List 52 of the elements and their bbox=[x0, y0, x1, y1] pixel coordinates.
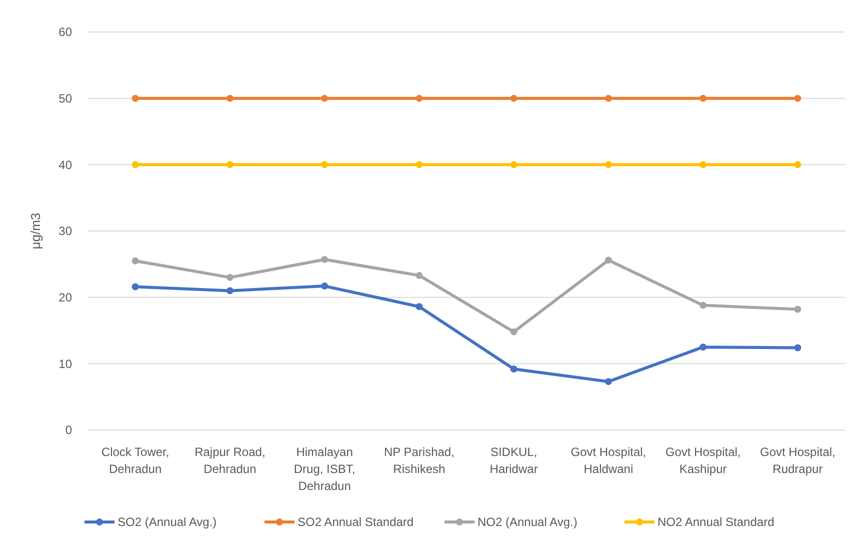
point bbox=[321, 161, 328, 168]
point bbox=[226, 94, 234, 102]
y-tick-label: 20 bbox=[58, 290, 72, 305]
y-tick-label: 60 bbox=[58, 25, 72, 40]
point bbox=[132, 283, 139, 290]
x-tick-label: NP Parishad, Rishikesh bbox=[384, 445, 454, 476]
x-tick-label: SIDKUL, Haridwar bbox=[490, 445, 538, 476]
point bbox=[132, 257, 139, 264]
x-tick-label: Govt Hospital, Rudrapur bbox=[760, 445, 836, 476]
point bbox=[794, 344, 802, 352]
point bbox=[604, 94, 612, 102]
point bbox=[604, 378, 612, 386]
x-tick-label: Himalayan Drug, ISBT, Dehradun bbox=[294, 445, 356, 493]
legend-label: NO2 Annual Standard bbox=[658, 515, 774, 530]
legend-label: SO2 (Annual Avg.) bbox=[118, 515, 217, 530]
point bbox=[226, 274, 234, 281]
point bbox=[416, 303, 423, 310]
point bbox=[700, 161, 707, 168]
point bbox=[794, 306, 802, 313]
point bbox=[700, 302, 707, 309]
point bbox=[510, 328, 518, 336]
y-tick-label: 30 bbox=[58, 224, 72, 238]
point bbox=[132, 161, 139, 168]
point bbox=[794, 161, 802, 168]
y-tick-label: 40 bbox=[58, 158, 72, 172]
point bbox=[416, 94, 423, 102]
legend-label: NO2 (Annual Avg.) bbox=[478, 515, 578, 530]
point bbox=[700, 94, 707, 102]
point bbox=[510, 94, 518, 102]
point bbox=[321, 256, 328, 264]
point bbox=[321, 94, 328, 102]
point bbox=[321, 282, 328, 290]
point bbox=[416, 272, 423, 279]
point bbox=[794, 94, 802, 102]
point bbox=[510, 161, 518, 168]
point bbox=[226, 287, 234, 294]
x-tick-label: Govt Hospital, Haldwani bbox=[570, 445, 646, 476]
point bbox=[604, 256, 612, 264]
y-tick-label: 10 bbox=[58, 356, 72, 371]
y-tick-label: 0 bbox=[65, 423, 72, 438]
point bbox=[604, 161, 612, 168]
y-tick-label: 50 bbox=[58, 92, 72, 106]
point bbox=[226, 161, 234, 168]
point bbox=[700, 344, 707, 351]
point bbox=[510, 365, 518, 372]
y-axis-title: μg/m3 bbox=[28, 212, 43, 250]
point bbox=[132, 94, 139, 102]
legend-label: SO2 Annual Standard bbox=[298, 515, 414, 530]
point bbox=[416, 161, 423, 168]
x-tick-label: Govt Hospital, Kashipur bbox=[665, 445, 741, 476]
x-tick-label: Rajpur Road, Dehradun bbox=[194, 445, 266, 476]
x-tick-label: Clock Tower, Dehradun bbox=[101, 445, 170, 476]
